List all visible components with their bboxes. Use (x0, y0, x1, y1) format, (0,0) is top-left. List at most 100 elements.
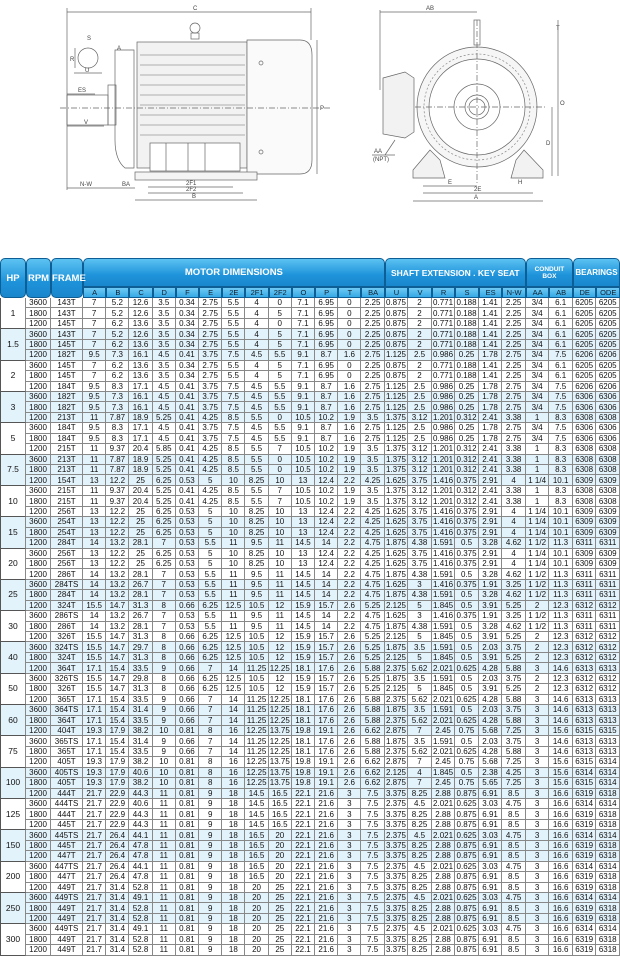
cell-t: 2.6 (338, 663, 362, 674)
cell-d: 11 (152, 809, 176, 820)
hp-cell: 125 (0, 799, 27, 831)
cell-u: 3.375 (384, 882, 409, 893)
cell-a: 17.1 (83, 694, 107, 706)
cell-r: 1.591 (431, 705, 456, 716)
cell-2f1: 14.5 (245, 799, 269, 810)
cell-2f1: 4.5 (245, 391, 269, 403)
cell-f: 0.34 (175, 360, 200, 372)
cell-ode: 6308 (596, 412, 620, 424)
cell-es: 2.03 (478, 673, 503, 685)
cell-o: 22.1 (291, 903, 316, 914)
cell-c: 52.8 (129, 903, 153, 914)
cell-es: 1.41 (478, 339, 503, 351)
cell-f: 0.34 (175, 339, 200, 351)
cell-ab: 11.3 (549, 538, 573, 549)
cell-ab: 7.5 (549, 391, 573, 403)
cell-c: 33.5 (129, 663, 153, 674)
table-row: 1200 215T 11 9.37 20.4 5.85 0.41 4.25 8.5 5.5 7 10.… (0, 444, 620, 455)
cell-n-w: 3.75 (502, 736, 526, 747)
cell-n-w: 8.5 (502, 872, 526, 883)
cell-es: 4.28 (478, 746, 503, 758)
cell-2e: 18 (222, 788, 246, 799)
cell-v: 3.12 (408, 412, 432, 424)
cell-t: 2.2 (338, 517, 362, 528)
cell-r: 1.201 (431, 496, 456, 507)
cell-n-w: 4.62 (502, 590, 526, 601)
cell-2e: 18 (222, 830, 246, 841)
cell-a: 15.5 (83, 652, 107, 664)
subheader-o: O (291, 287, 316, 298)
hp-cell: 15 (0, 517, 27, 549)
cell-n-w: 4.75 (502, 924, 526, 935)
table-row: 5 3600 184T 9.5 8.3 17.1 4.5 0.41 3.75 7.5 4.5 5.5 9… (0, 423, 620, 455)
cell-b: 13.2 (106, 579, 130, 591)
cell-f: 0.53 (175, 590, 200, 601)
cell-c: 25 (129, 475, 153, 486)
label-2f1: 2F1 (186, 181, 197, 187)
cell-rpm: 1200 (26, 444, 52, 455)
hp-cell: 20 (0, 548, 27, 580)
cell-2e: 14 (222, 736, 246, 747)
cell-r: 1.416 (431, 527, 456, 539)
cell-d: 11 (152, 861, 176, 873)
cell-p: 8.7 (315, 350, 339, 361)
cell-t: 2.6 (338, 757, 362, 768)
table-row: 1800 326T 15.5 14.7 31.3 8 0.66 6.25 12.5 10.5 12 1… (0, 684, 620, 695)
cell-e: 6.25 (199, 642, 223, 653)
cell-p: 21.6 (315, 872, 339, 883)
cell-2e: 8.5 (222, 412, 246, 424)
cell-r: 2.88 (431, 913, 456, 925)
cell-c: 18.9 (129, 412, 153, 424)
cell-frame: 364TS (51, 705, 84, 716)
cell-a: 21.7 (83, 903, 107, 914)
cell-a: 13 (83, 558, 107, 570)
cell-de: 6319 (572, 945, 597, 956)
cell-aa: 3 (525, 809, 550, 820)
cell-ab: 16.6 (549, 840, 573, 852)
cell-r: 2.021 (431, 924, 456, 935)
cell-es: 1.41 (478, 318, 503, 330)
cell-v: 3.75 (408, 527, 432, 539)
cell-t: 2.2 (338, 558, 362, 570)
cell-ba: 3.5 (361, 485, 385, 497)
cell-r: 0.986 (431, 350, 456, 361)
cell-e: 2.75 (199, 308, 223, 319)
cell-2f2: 5 (268, 329, 292, 340)
cell-v: 5 (408, 652, 432, 664)
cell-a: 11 (83, 412, 107, 424)
cell-2e: 11 (222, 569, 246, 580)
cell-2f1: 4 (245, 298, 269, 309)
cell-frame: 449T (51, 945, 84, 956)
cell-2e: 18 (222, 924, 246, 935)
cell-b: 12.2 (106, 475, 130, 486)
cell-d: 10 (152, 757, 176, 768)
cell-aa: 3/4 (525, 381, 550, 392)
cell-frame: 154T (51, 475, 84, 486)
cell-t: 3 (338, 945, 362, 956)
cell-2f1: 20 (245, 945, 269, 956)
cell-ab: 15.6 (549, 778, 573, 789)
cell-ode: 6308 (596, 496, 620, 507)
cell-2f1: 12.25 (245, 757, 269, 768)
label-c: C (193, 6, 198, 12)
cell-p: 8.7 (315, 381, 339, 392)
cell-o: 10.5 (291, 465, 316, 476)
cell-b: 31.4 (106, 934, 130, 946)
cell-a: 7 (83, 339, 107, 351)
cell-aa: 1 (525, 465, 550, 476)
cell-ab: 16.6 (549, 830, 573, 841)
cell-frame: 182T (51, 402, 84, 413)
cell-2f1: 5.5 (245, 465, 269, 476)
cell-c: 47.8 (129, 872, 153, 883)
cell-rpm: 1800 (26, 433, 52, 445)
cell-de: 6311 (572, 611, 597, 622)
cell-de: 6308 (572, 496, 597, 507)
cell-ab: 15.6 (549, 767, 573, 779)
cell-rpm: 1800 (26, 621, 52, 632)
cell-2e: 11 (222, 538, 246, 549)
cell-ab: 10.1 (549, 527, 573, 539)
cell-ab: 7.5 (549, 350, 573, 361)
cell-2f1: 16.5 (245, 830, 269, 841)
cell-frame: 254T (51, 517, 84, 528)
cell-r: 2.88 (431, 903, 456, 914)
